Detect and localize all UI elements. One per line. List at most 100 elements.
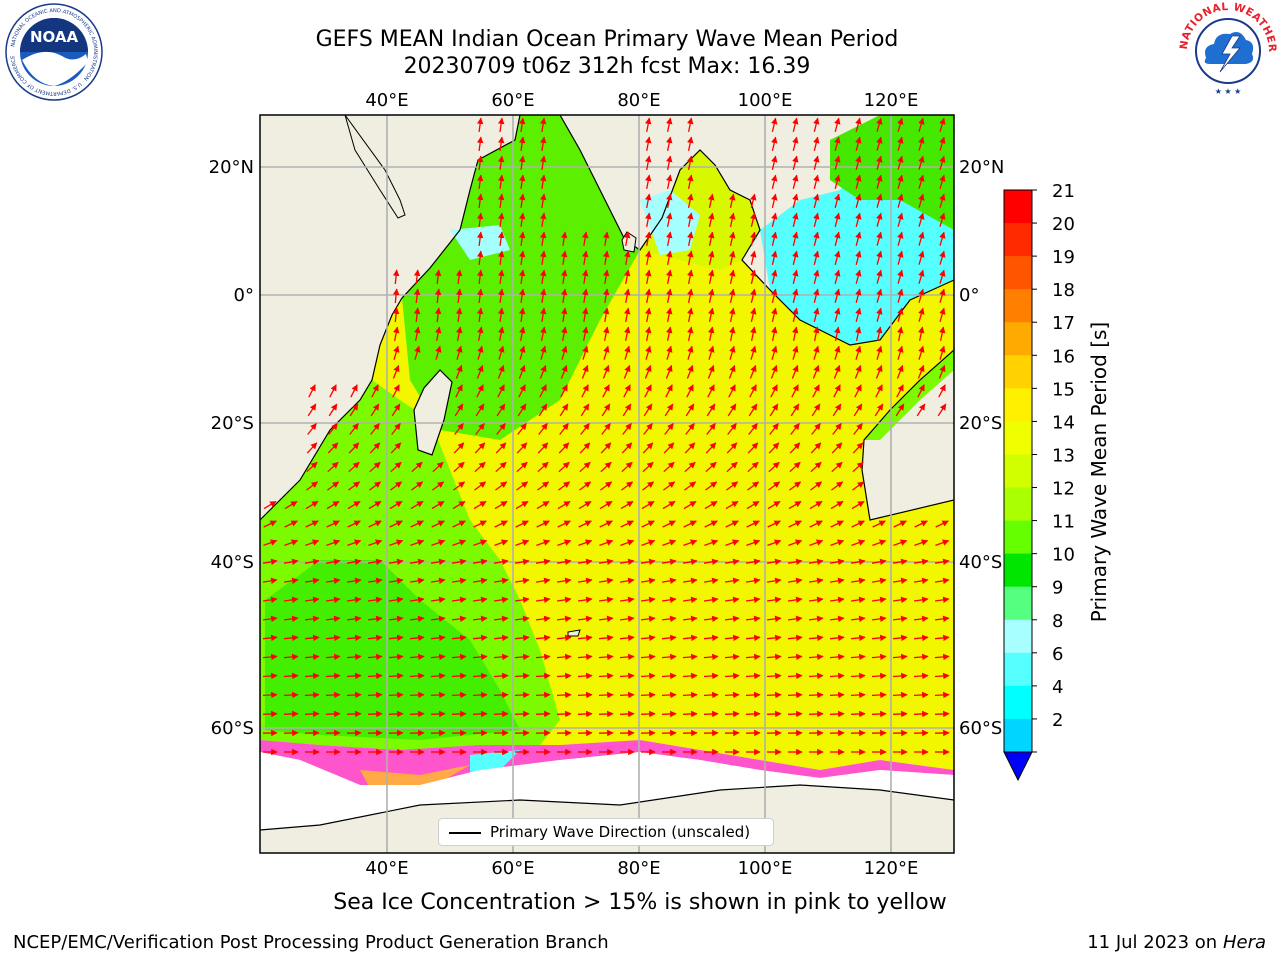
wave-direction-arrow — [577, 672, 593, 680]
wave-direction-arrow — [790, 422, 800, 435]
wave-direction-arrow — [914, 539, 929, 547]
wave-direction-arrow — [934, 577, 950, 585]
wave-direction-arrow — [871, 577, 887, 585]
wave-direction-arrow — [832, 422, 842, 435]
lon-labels-bottom: 40°E 60°E 80°E 100°E 120°E — [365, 858, 918, 879]
wave-direction-arrow — [391, 422, 401, 435]
wave-direction-arrow — [454, 403, 464, 417]
wave-direction-arrow — [771, 250, 778, 265]
lat-label-left: 0° — [234, 285, 254, 306]
colorbar-segment — [1004, 421, 1032, 455]
wave-direction-arrow — [581, 231, 589, 247]
colorbar-segment — [1004, 223, 1032, 257]
wave-direction-arrow — [939, 117, 946, 132]
wave-direction-arrow — [640, 577, 656, 585]
wave-direction-arrow — [662, 500, 676, 510]
wave-direction-arrow — [644, 364, 652, 379]
wave-direction-arrow — [494, 500, 508, 510]
legend-label: Primary Wave Direction (unscaled) — [490, 823, 751, 841]
wave-direction-arrow — [855, 193, 862, 208]
wave-direction-arrow — [368, 539, 383, 547]
wave-direction-arrow — [536, 500, 550, 510]
wave-direction-arrow — [388, 558, 404, 566]
wave-direction-arrow — [939, 345, 946, 360]
wave-direction-arrow — [792, 250, 799, 265]
wave-direction-arrow — [537, 461, 549, 473]
wave-direction-arrow — [535, 710, 551, 718]
wave-direction-arrow — [304, 691, 320, 699]
wave-direction-arrow — [409, 577, 425, 585]
wave-direction-arrow — [918, 345, 925, 360]
wave-direction-arrow — [725, 500, 739, 510]
wave-direction-arrow — [875, 364, 883, 379]
wave-direction-arrow — [939, 212, 946, 227]
wave-direction-arrow — [750, 269, 757, 284]
wave-direction-arrow — [473, 539, 488, 547]
wave-direction-arrow — [729, 269, 736, 284]
wave-direction-arrow — [392, 288, 400, 304]
wave-direction-arrow — [766, 710, 782, 718]
wave-direction-arrow — [767, 520, 781, 528]
wave-direction-arrow — [367, 634, 383, 642]
wave-direction-arrow — [893, 539, 908, 547]
wave-direction-arrow — [539, 117, 547, 133]
wave-direction-arrow — [498, 345, 505, 360]
wave-direction-arrow — [767, 500, 781, 510]
wave-direction-arrow — [497, 117, 505, 132]
wave-direction-arrow — [413, 269, 421, 285]
wave-direction-arrow — [327, 481, 340, 491]
wave-direction-arrow — [792, 326, 799, 342]
wave-direction-arrow — [748, 422, 758, 435]
wave-direction-arrow — [619, 653, 635, 661]
wave-direction-arrow — [645, 326, 652, 342]
wave-direction-arrow — [939, 250, 946, 265]
wave-direction-arrow — [262, 577, 278, 585]
wave-direction-arrow — [724, 672, 740, 680]
wave-direction-arrow — [453, 442, 465, 454]
wave-direction-arrow — [871, 710, 887, 718]
wave-direction-arrow — [855, 345, 862, 360]
wave-direction-arrow — [792, 307, 799, 322]
wave-direction-arrow — [705, 481, 718, 491]
wave-direction-arrow — [645, 136, 652, 152]
wave-direction-arrow — [768, 442, 780, 454]
wave-direction-arrow — [830, 500, 844, 510]
wave-direction-arrow — [703, 634, 719, 642]
wave-direction-arrow — [876, 307, 883, 322]
wave-direction-arrow — [388, 653, 404, 661]
wave-direction-arrow — [497, 231, 505, 246]
wave-direction-arrow — [493, 558, 509, 566]
wave-direction-arrow — [729, 326, 736, 342]
wave-direction-arrow — [477, 326, 484, 342]
wave-direction-arrow — [414, 345, 421, 360]
wave-direction-arrow — [497, 212, 505, 227]
wave-direction-arrow — [724, 710, 740, 718]
wave-direction-arrow — [556, 558, 572, 566]
colorbar-tick-label: 11 — [1052, 512, 1075, 533]
wave-direction-arrow — [725, 539, 740, 547]
wave-direction-arrow — [745, 558, 761, 566]
wave-direction-arrow — [645, 174, 652, 190]
wave-direction-arrow — [536, 520, 550, 528]
wave-direction-arrow — [434, 269, 442, 285]
wave-direction-arrow — [855, 174, 862, 189]
wave-direction-arrow — [389, 520, 403, 528]
wave-direction-arrow — [792, 212, 799, 227]
wave-direction-arrow — [497, 174, 505, 189]
wave-direction-arrow — [811, 403, 821, 417]
wave-direction-arrow — [514, 691, 530, 699]
wave-direction-arrow — [602, 231, 610, 247]
bay-of-bengal-cyan — [640, 190, 700, 255]
wave-direction-arrow — [413, 307, 421, 323]
wave-direction-arrow — [746, 500, 760, 510]
wave-direction-arrows — [262, 117, 950, 756]
wave-direction-arrow — [304, 577, 320, 585]
wave-direction-arrow — [834, 326, 841, 342]
wave-direction-arrow — [349, 422, 359, 435]
wave-direction-arrow — [871, 558, 887, 566]
wave-direction-arrow — [829, 710, 845, 718]
wave-direction-arrow — [642, 461, 654, 473]
wave-direction-arrow — [934, 710, 950, 718]
wave-direction-arrow — [833, 364, 841, 379]
wave-direction-arrow — [263, 596, 278, 604]
